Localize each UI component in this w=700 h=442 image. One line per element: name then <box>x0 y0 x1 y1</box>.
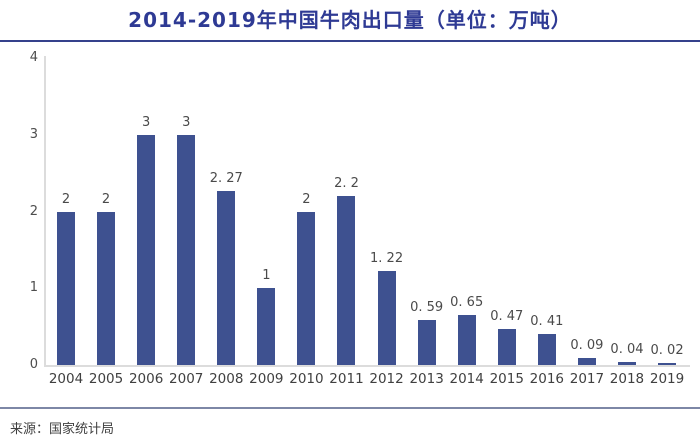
value-label-2008: 2. 27 <box>209 170 243 186</box>
chart-title: 2014-2019年中国牛肉出口量（单位：万吨） <box>128 8 572 32</box>
bar-2008 <box>217 190 236 365</box>
x-tick-label-2012: 2012 <box>369 371 404 387</box>
bar-2015 <box>497 328 516 365</box>
value-label-2018: 0. 04 <box>610 341 644 357</box>
value-label-2009: 1 <box>262 268 271 284</box>
value-label-2017: 0. 09 <box>570 338 604 354</box>
value-label-2005: 2 <box>101 191 111 207</box>
bar-2018 <box>617 361 636 365</box>
value-label-2010: 2 <box>302 191 311 207</box>
value-label-2015: 0. 47 <box>490 308 524 324</box>
bar-2011 <box>337 196 356 365</box>
bar-2016 <box>537 333 556 365</box>
value-label-2019: 0. 02 <box>650 343 684 359</box>
value-label-2011: 2. 2 <box>334 176 359 192</box>
x-tick-label-2015: 2015 <box>489 371 524 387</box>
x-tick-label-2005: 2005 <box>88 371 124 387</box>
x-tick-label-2018: 2018 <box>609 371 645 387</box>
bar-2004 <box>57 211 75 365</box>
y-tick-label-1: 1 <box>29 280 38 296</box>
y-tick-label-3: 3 <box>29 126 38 142</box>
y-tick-label-0: 0 <box>29 357 38 372</box>
x-tick-label-2010: 2010 <box>289 371 324 387</box>
bar-2013 <box>417 319 436 365</box>
value-label-2016: 0. 41 <box>530 313 564 329</box>
bar-2017 <box>577 358 596 365</box>
x-axis-line <box>44 365 690 367</box>
bar-2007 <box>177 134 196 365</box>
x-tick-label-2017: 2017 <box>569 371 605 387</box>
bar-2006 <box>137 134 156 365</box>
bar-2012 <box>377 271 396 365</box>
value-label-2006: 3 <box>141 114 151 130</box>
bar-2005 <box>97 211 116 365</box>
x-tick-label-2006: 2006 <box>128 371 164 387</box>
y-tick-label-2: 2 <box>29 203 38 219</box>
value-label-2004: 2 <box>61 191 71 207</box>
bar-2009 <box>257 288 276 365</box>
y-axis-line <box>44 56 46 366</box>
x-tick-label-2008: 2008 <box>209 371 244 387</box>
bar-2014 <box>457 315 476 365</box>
source-note: 来源：国家统计局 <box>10 422 115 437</box>
value-label-2014: 0. 65 <box>450 295 484 311</box>
x-tick-label-2019: 2019 <box>649 371 685 387</box>
x-tick-label-2004: 2004 <box>48 371 84 387</box>
bar-2010 <box>297 211 316 365</box>
top-divider <box>0 40 700 42</box>
bottom-divider <box>0 407 700 409</box>
x-tick-label-2011: 2011 <box>329 371 364 387</box>
y-tick-label-4: 4 <box>29 50 38 65</box>
x-tick-label-2007: 2007 <box>169 371 204 387</box>
value-label-2012: 1. 22 <box>370 251 404 267</box>
x-tick-label-2016: 2016 <box>529 371 565 387</box>
bar-2019 <box>658 363 677 365</box>
x-tick-label-2014: 2014 <box>449 371 484 387</box>
x-tick-label-2009: 2009 <box>249 371 284 387</box>
value-label-2007: 3 <box>182 114 191 130</box>
value-label-2013: 0. 59 <box>410 299 444 315</box>
x-tick-label-2013: 2013 <box>409 371 444 387</box>
